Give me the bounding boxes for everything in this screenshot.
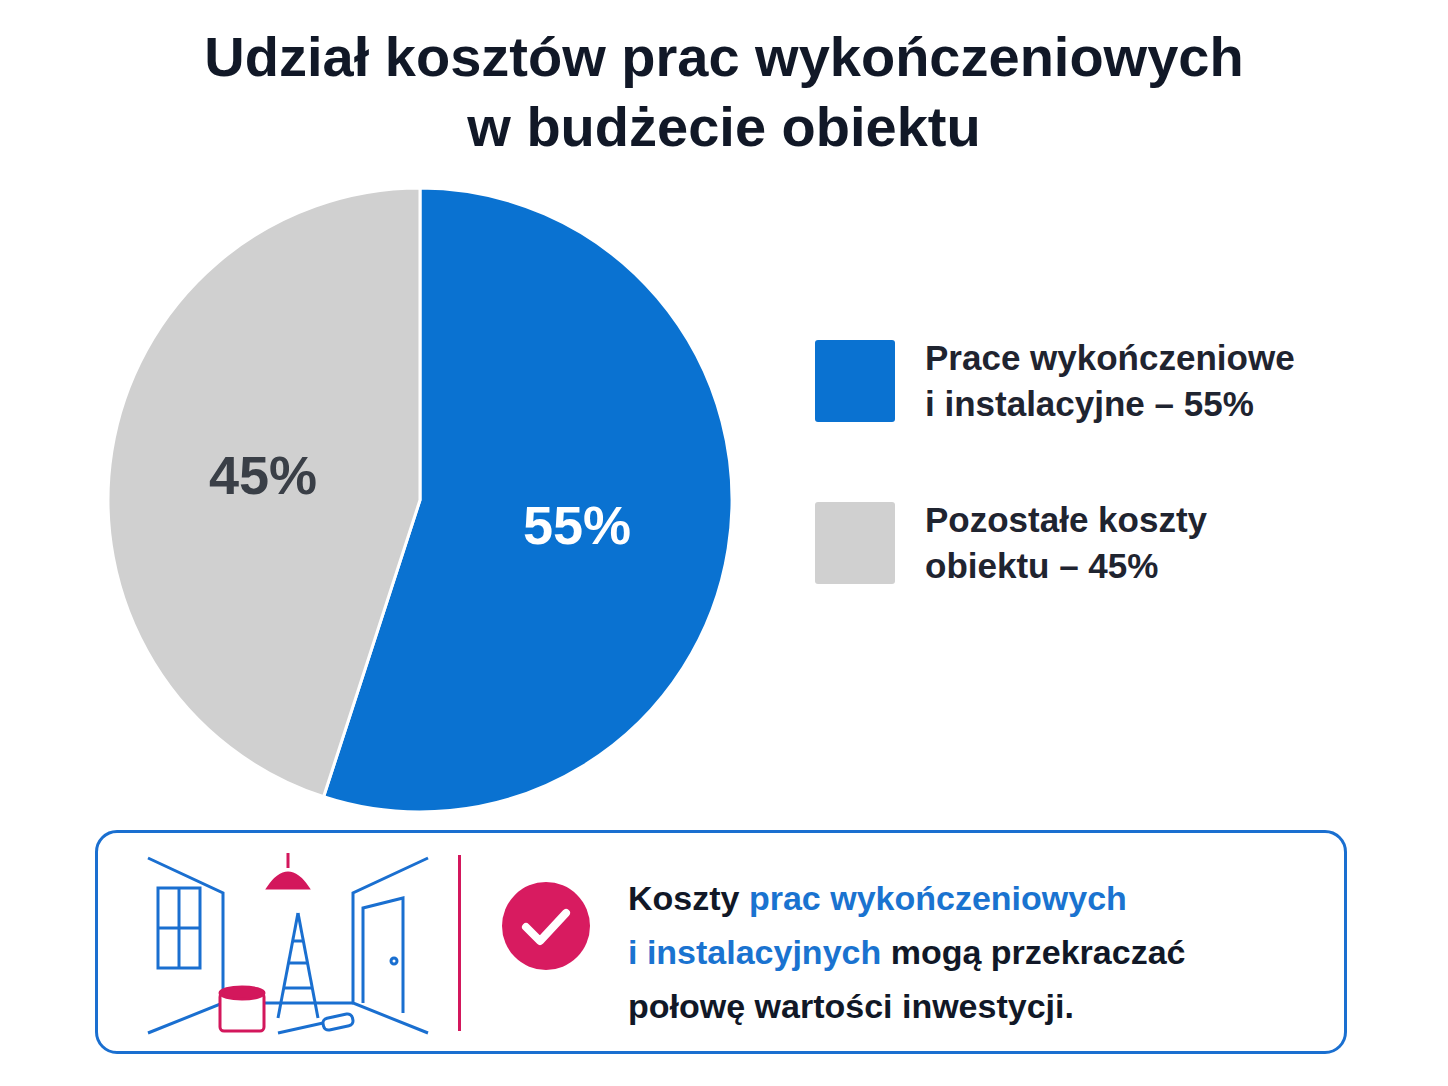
html-text:Udział kosztów prac wykończeni: Udział kosztów prac wykończeniowych w bu… xyxy=(204,25,1244,158)
html-text:Koszty prac wykończeniowych: Koszty prac wykończeniowych xyxy=(628,879,1127,917)
svg-text:55%: 55% xyxy=(523,495,631,555)
html-text:połowę wartości inwestycji.: połowę wartości inwestycji. xyxy=(628,987,1074,1025)
html-text:i instalacyjnych mogą przekrac: i instalacyjnych mogą przekraczać xyxy=(628,933,1186,971)
html-text:Prace wykończeniowe i instalac: Prace wykończeniowe i instalacyjne – 55% xyxy=(925,338,1295,423)
html-text:Pozostałe koszty obiektu – 45%: Pozostałe koszty obiektu – 45% xyxy=(925,500,1207,585)
svg-text:45%: 45% xyxy=(209,445,317,505)
